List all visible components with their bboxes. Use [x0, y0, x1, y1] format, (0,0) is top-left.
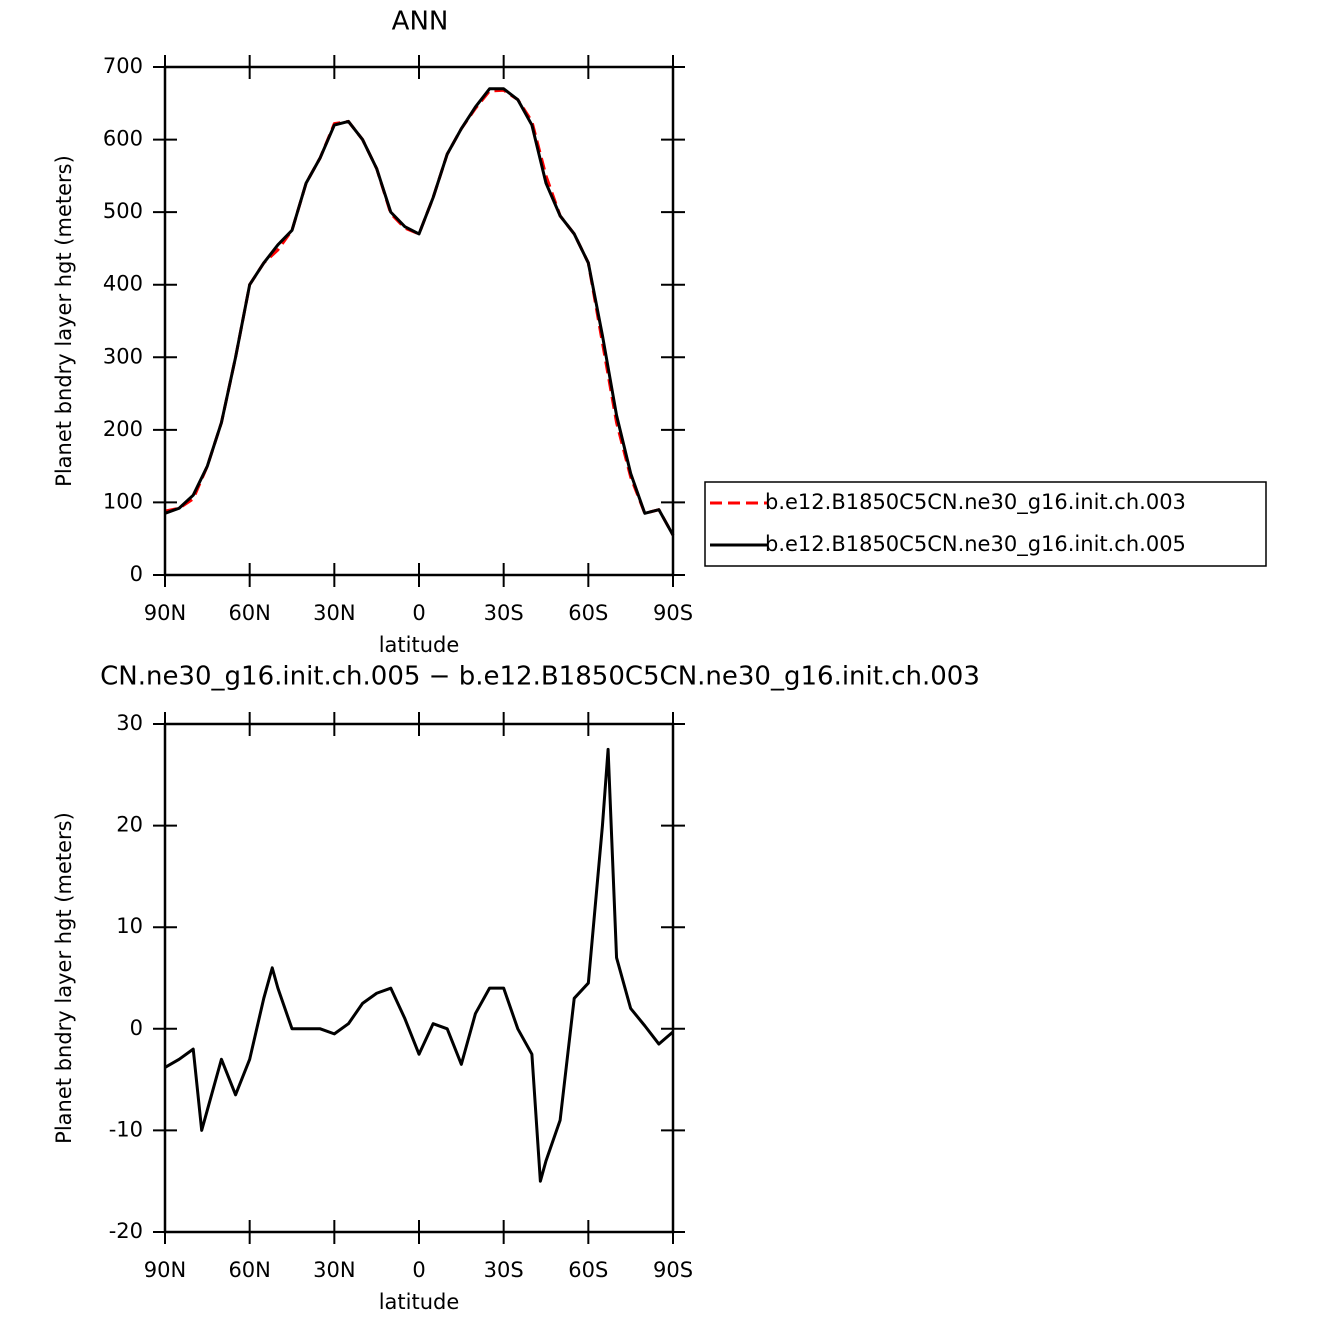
y-tick-label: 20 [116, 813, 143, 837]
x-tick-label: 60S [568, 1258, 608, 1282]
legend-label: b.e12.B1850C5CN.ne30_g16.init.ch.005 [765, 532, 1186, 557]
chart-title: ANN [392, 7, 449, 37]
x-tick-label: 30N [313, 1258, 355, 1282]
data-line [164, 747, 674, 1183]
y-tick-label: 400 [103, 272, 143, 296]
x-axis-label: latitude [379, 633, 460, 657]
y-tick-label: 700 [103, 54, 143, 78]
chart-title: CN.ne30_g16.init.ch.005 − b.e12.B1850C5C… [100, 662, 980, 692]
y-tick-label: 0 [130, 1016, 143, 1040]
y-tick-label: 100 [103, 489, 143, 513]
y-tick-label: -10 [109, 1117, 143, 1141]
y-axis-label: Planet bndry layer hgt (meters) [52, 155, 76, 487]
x-tick-label: 90S [653, 601, 693, 625]
x-tick-label: 60N [228, 1258, 270, 1282]
x-tick-label: 90N [144, 601, 186, 625]
plot-frame [163, 722, 675, 1234]
x-tick-label: 30N [313, 601, 355, 625]
plot-frame [163, 65, 675, 577]
y-tick-label: 10 [116, 914, 143, 938]
data-line [164, 87, 675, 536]
y-tick-label: 200 [103, 417, 143, 441]
y-tick-label: 600 [103, 127, 143, 151]
x-tick-label: 60S [568, 601, 608, 625]
x-tick-label: 90N [144, 1258, 186, 1282]
x-tick-label: 60N [228, 601, 270, 625]
y-tick-label: 30 [116, 711, 143, 735]
y-axis-label: Planet bndry layer hgt (meters) [52, 812, 76, 1144]
x-tick-label: 90S [653, 1258, 693, 1282]
y-tick-label: 300 [103, 344, 143, 368]
x-tick-label: 30S [484, 601, 524, 625]
legend-box [704, 481, 1267, 567]
y-tick-label: 0 [130, 562, 143, 586]
legend-label: b.e12.B1850C5CN.ne30_g16.init.ch.003 [765, 490, 1186, 515]
x-axis-label: latitude [379, 1290, 460, 1314]
x-tick-label: 0 [412, 1258, 425, 1282]
x-tick-label: 0 [412, 601, 425, 625]
y-tick-label: -20 [109, 1219, 143, 1243]
x-tick-label: 30S [484, 1258, 524, 1282]
y-tick-label: 500 [103, 199, 143, 223]
